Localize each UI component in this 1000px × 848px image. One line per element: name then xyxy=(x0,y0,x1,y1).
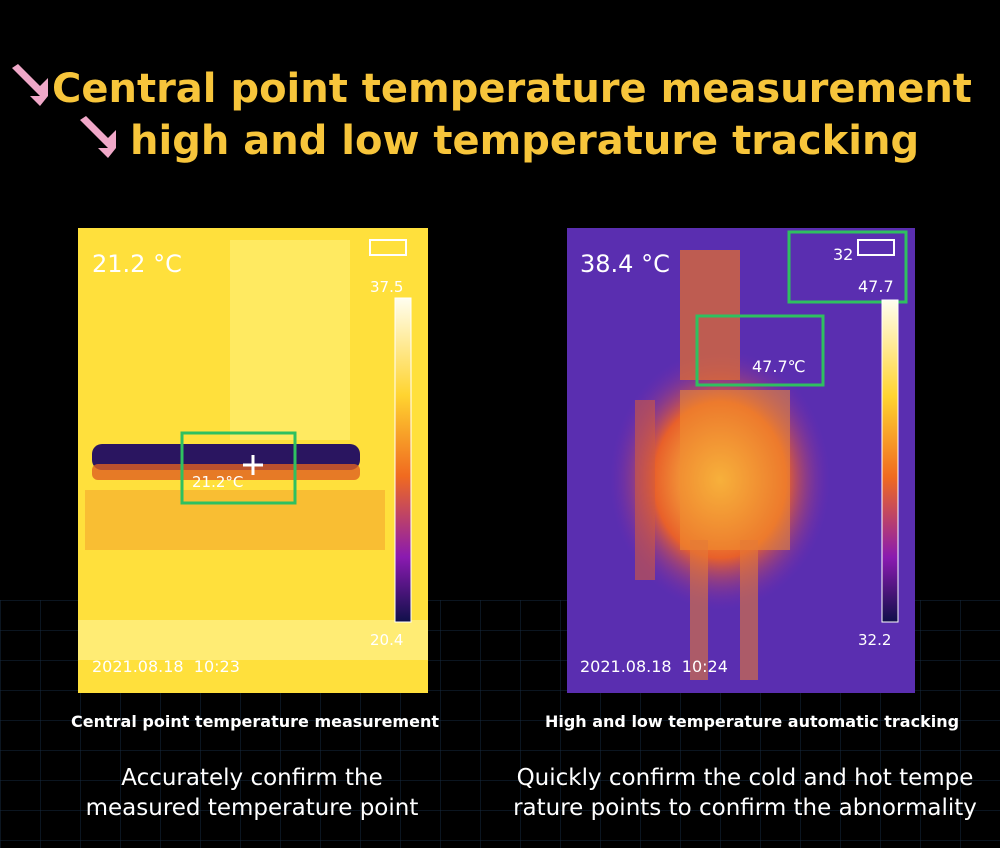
arrow-icon xyxy=(12,64,48,106)
heading: Central point temperature measurement xyxy=(52,66,972,112)
scale-min: 32.2 xyxy=(858,631,891,649)
caption: High and low temperature automatic track… xyxy=(545,712,959,731)
reading: 38.4 °C xyxy=(580,250,670,278)
heading: high and low temperature tracking xyxy=(130,118,919,164)
description: Accurately confirm the xyxy=(121,765,383,791)
description: Quickly confirm the cold and hot tempe xyxy=(517,765,974,791)
thermal-image xyxy=(78,228,428,693)
timestamp: 2021.08.18 10:24 xyxy=(580,657,728,676)
description: measured temperature point xyxy=(86,795,419,821)
box-label: 21.2°C xyxy=(192,473,243,491)
timestamp: 2021.08.18 10:23 xyxy=(92,657,240,676)
corner-value: 47.7 xyxy=(858,277,894,296)
reading: 21.2 °C xyxy=(92,250,182,278)
thermal-image xyxy=(567,228,915,693)
arrow-icon xyxy=(80,116,116,158)
corner-top: 32 xyxy=(833,245,853,264)
description: rature points to confirm the abnormality xyxy=(513,795,977,821)
caption: Central point temperature measurement xyxy=(71,712,439,731)
scale-max: 37.5 xyxy=(370,278,403,296)
box-label: 47.7℃ xyxy=(752,357,806,376)
scale-min: 20.4 xyxy=(370,631,403,649)
